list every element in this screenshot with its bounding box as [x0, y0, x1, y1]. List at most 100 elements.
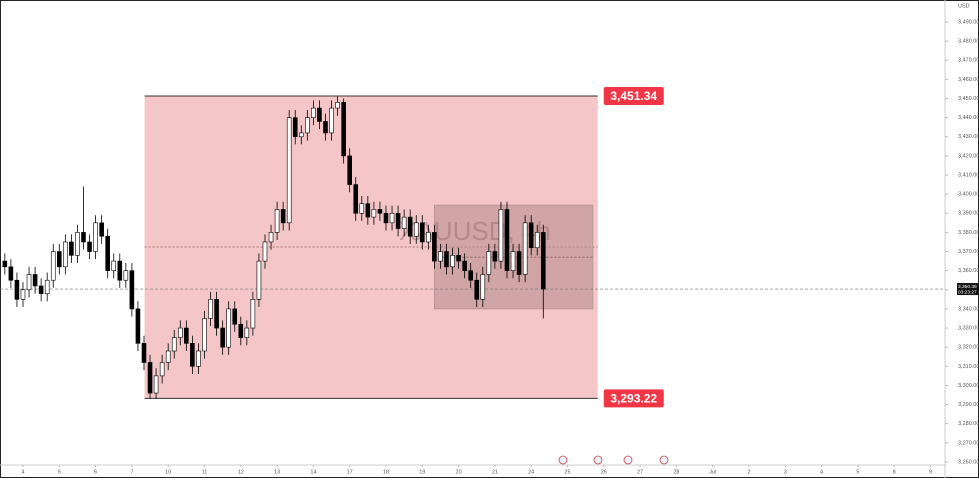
candle-body [147, 362, 153, 394]
candle-body [256, 260, 262, 300]
candle-body [389, 212, 395, 224]
candle-body [432, 232, 437, 262]
candle-body [214, 299, 219, 329]
candle-body [226, 308, 231, 348]
candle-body [117, 260, 123, 281]
candle-body [311, 107, 316, 118]
candle-body [250, 299, 256, 329]
candle-body [50, 251, 56, 281]
y-tick-label: 3,400.00 [958, 192, 979, 198]
candle-body [171, 337, 177, 352]
candle-body [268, 232, 274, 243]
x-tick-label: 4 [820, 469, 823, 475]
candle-body [238, 323, 244, 338]
candle-body [153, 375, 159, 394]
price-tag-label: 3,451.34 [610, 89, 657, 103]
candle-body [401, 216, 407, 229]
candle-body [359, 203, 365, 214]
candle-body [395, 212, 401, 229]
candle-body [129, 270, 135, 310]
candle-body [159, 362, 165, 377]
y-tick-label: 3,470.00 [958, 58, 979, 64]
x-tick-label: 17 [347, 469, 353, 475]
price-tag [603, 86, 664, 105]
x-tick-label: 12 [238, 469, 244, 475]
candle-body [38, 285, 44, 294]
x-tick-label: 28 [673, 469, 679, 475]
candle-body [44, 279, 50, 294]
candle-body [111, 260, 117, 271]
candle-body [365, 203, 371, 218]
x-tick-label: 2 [747, 469, 750, 475]
y-tick-label: 3,490.00 [958, 19, 979, 25]
x-tick-label: 24 [528, 469, 534, 475]
y-tick-label: 3,330.00 [958, 325, 979, 331]
candle-body [353, 184, 359, 214]
candle-body [274, 209, 280, 233]
candle-body [262, 241, 268, 262]
y-tick-label: 3,290.00 [958, 402, 979, 408]
x-tick-label: 13 [274, 469, 280, 475]
candle-body [141, 343, 147, 363]
candle-body [196, 350, 201, 367]
event-icons [558, 455, 669, 465]
candle-body [383, 212, 389, 224]
candle-body [286, 117, 292, 224]
last-price-tag [957, 283, 979, 296]
candle-body [498, 209, 504, 262]
x-tick-label: 27 [637, 469, 643, 475]
x-tick-label: 21 [492, 469, 498, 475]
candle-body [93, 222, 98, 252]
y-tick-label: 3,450.00 [958, 96, 979, 102]
y-tick-label: 3,370.00 [958, 249, 979, 255]
x-tick-label: 20 [456, 469, 462, 475]
candle-body [504, 209, 510, 271]
candle-body [87, 241, 92, 252]
candle-body [492, 251, 498, 262]
candle-body [184, 327, 189, 344]
candle-body [486, 251, 492, 275]
y-tick-label: 3,310.00 [958, 364, 979, 370]
x-tick-label: 10 [165, 469, 171, 475]
candle-body [317, 107, 322, 122]
candle-body [371, 209, 377, 218]
candle-body [438, 251, 443, 262]
candle-body [280, 209, 286, 224]
y-tick-label: 3,480.00 [958, 39, 979, 45]
x-tick-label: 19 [419, 469, 425, 475]
candle-body [407, 216, 413, 237]
x-tick-label: 11 [202, 469, 208, 475]
candle-body [14, 279, 20, 300]
candle-body [323, 121, 328, 134]
x-tick-label: 7 [130, 469, 133, 475]
y-tick-label: 3,300.00 [958, 383, 979, 389]
x-tick-label: Jul [709, 469, 716, 475]
candle-body [329, 107, 334, 134]
candle-body [540, 232, 546, 290]
candle-body [208, 299, 213, 319]
candle-body [419, 222, 425, 243]
y-tick-label: 3,280.00 [958, 421, 979, 427]
candle-body [516, 251, 522, 275]
y-tick-label: 3,360.00 [958, 268, 979, 274]
x-tick-label: 26 [601, 469, 607, 475]
y-tick-label: 3,460.00 [958, 77, 979, 83]
candle-body [99, 222, 104, 237]
candle-body [480, 274, 486, 300]
y-tick-label: 3,390.00 [958, 211, 979, 217]
candle-body [450, 255, 455, 268]
x-tick-label: 18 [383, 469, 389, 475]
x-tick-label: 14 [310, 469, 316, 475]
candle-body [305, 117, 310, 134]
x-tick-label: 8 [893, 469, 896, 475]
y-tick-label: 3,270.00 [958, 440, 979, 446]
candle-body [63, 241, 68, 268]
candle-body [135, 308, 141, 344]
candle-body [462, 260, 467, 271]
candle-body [8, 266, 14, 281]
candle-body [220, 327, 225, 348]
candle-body [202, 318, 207, 352]
candle-body [444, 251, 449, 268]
candle-body [123, 270, 129, 281]
